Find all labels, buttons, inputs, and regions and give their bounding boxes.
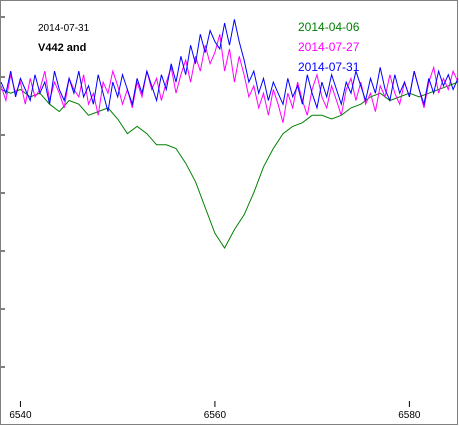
x-tick-label-6560: 6560	[204, 410, 227, 421]
series-line-2014-04-06	[0, 81, 459, 249]
legend-entry-2014-07-31: 2014-07-31	[298, 60, 360, 74]
x-tick-label-6580: 6580	[398, 410, 421, 421]
legend-entry-2014-07-27: 2014-07-27	[298, 40, 360, 54]
series-line-2014-07-31	[0, 19, 459, 112]
x-axis-ticks: 6540 6560 6580	[9, 401, 421, 421]
x-tick-label-6540: 6540	[9, 410, 32, 421]
y-axis-ticks	[1, 16, 5, 368]
legend: 2014-04-06 2014-07-27 2014-07-31	[298, 20, 360, 74]
chart-title: V442 and	[38, 42, 86, 54]
legend-entry-2014-04-06: 2014-04-06	[298, 20, 360, 34]
chart-date-label: 2014-07-31	[38, 23, 90, 34]
series-layer	[0, 19, 459, 249]
series-line-2014-07-27	[0, 34, 459, 123]
